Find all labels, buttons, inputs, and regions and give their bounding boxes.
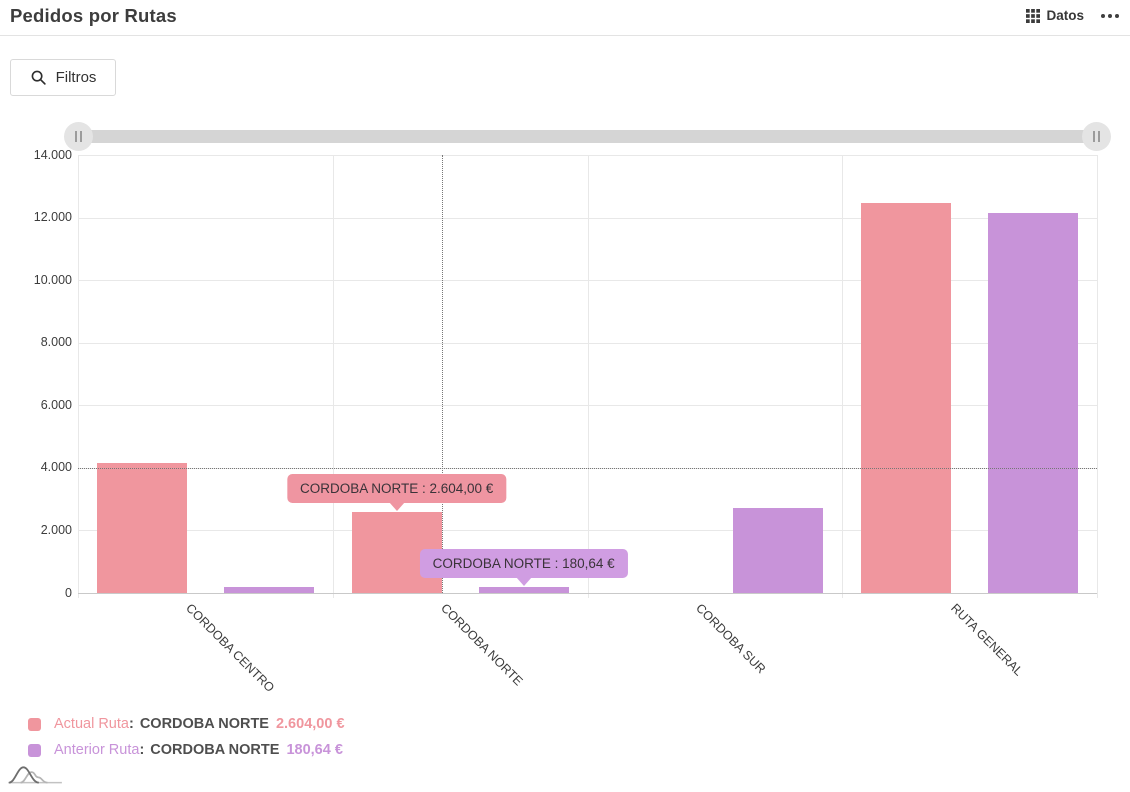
datos-label: Datos — [1046, 8, 1084, 23]
gridline-vertical — [587, 155, 589, 598]
y-axis-tick-label: 12.000 — [33, 210, 72, 225]
chart-legend: Actual Ruta : CORDOBA NORTE 2.604,00 € A… — [28, 716, 345, 758]
bar-anterior-ruta-ruta-general[interactable] — [988, 212, 1079, 593]
y-axis-tick-label: 10.000 — [33, 272, 72, 287]
datos-button[interactable]: Datos — [1026, 8, 1084, 23]
bar-anterior-ruta-cordoba-sur[interactable] — [733, 507, 824, 593]
filtros-button[interactable]: Filtros — [10, 59, 116, 96]
drag-grip-icon — [75, 131, 77, 142]
filtros-label: Filtros — [55, 69, 97, 86]
gridline-vertical — [78, 155, 79, 598]
tooltip-pointer — [515, 577, 532, 587]
gridline-vertical — [842, 155, 844, 598]
chart-zoom-scrollbar-track[interactable] — [78, 130, 1110, 143]
bar-anterior-ruta-cordoba-centro[interactable] — [223, 587, 314, 593]
legend-value: 2.604,00 € — [275, 716, 345, 732]
y-axis-tick-label: 14.000 — [33, 147, 72, 162]
legend-category: CORDOBA NORTE — [139, 716, 269, 732]
legend-category: CORDOBA NORTE — [150, 742, 280, 758]
data-grid-icon — [1026, 8, 1041, 23]
x-axis-category-label: CORDOBA SUR — [692, 601, 769, 677]
y-axis-tick-label: 2.000 — [40, 522, 72, 537]
y-axis-tick-label: 6.000 — [40, 397, 72, 412]
zoom-handle-right[interactable] — [1082, 122, 1111, 151]
legend-value: 180,64 € — [286, 742, 343, 758]
ellipsis-icon — [1101, 13, 1105, 18]
x-axis-line — [78, 593, 1097, 594]
bar-actual-ruta-cordoba-centro[interactable] — [96, 463, 187, 593]
gridline-vertical — [332, 155, 334, 598]
legend-swatch-actual — [28, 717, 41, 731]
zoom-handle-left[interactable] — [64, 122, 93, 151]
search-icon — [30, 69, 47, 86]
more-menu-button[interactable] — [1099, 10, 1121, 22]
bar-anterior-ruta-cordoba-norte[interactable] — [478, 587, 569, 593]
legend-series-name: Anterior Ruta — [54, 742, 140, 758]
legend-item-anterior-ruta[interactable]: Anterior Ruta : CORDOBA NORTE 180,64 € — [28, 742, 345, 758]
tooltip-pointer — [388, 501, 405, 511]
legend-swatch-anterior — [28, 743, 41, 757]
y-axis-tick-label: 8.000 — [40, 335, 72, 350]
chart-watermark-logo[interactable] — [6, 762, 64, 791]
drag-grip-icon — [1093, 131, 1095, 142]
gridline-vertical — [1097, 155, 1098, 598]
crosshair-horizontal-line — [78, 467, 1097, 469]
crosshair-vertical-line — [441, 155, 443, 593]
x-axis-category-label: RUTA GENERAL — [947, 601, 1026, 679]
x-axis-category-label: CORDOBA NORTE — [438, 601, 526, 689]
header-divider — [0, 35, 1130, 36]
x-axis-category-label: CORDOBA CENTRO — [183, 601, 278, 695]
legend-item-actual-ruta[interactable]: Actual Ruta : CORDOBA NORTE 2.604,00 € — [28, 716, 345, 732]
bar-actual-ruta-ruta-general[interactable] — [861, 202, 952, 593]
chart-tooltip: CORDOBA NORTE : 180,64 € — [419, 549, 628, 579]
chart-tooltip: CORDOBA NORTE : 2.604,00 € — [286, 473, 507, 503]
y-axis-tick-label: 0 — [65, 585, 72, 600]
page-title: Pedidos por Rutas — [10, 5, 177, 26]
y-axis-tick-label: 4.000 — [40, 460, 72, 475]
legend-series-name: Actual Ruta — [54, 716, 129, 732]
header-actions: Datos — [1026, 8, 1121, 23]
